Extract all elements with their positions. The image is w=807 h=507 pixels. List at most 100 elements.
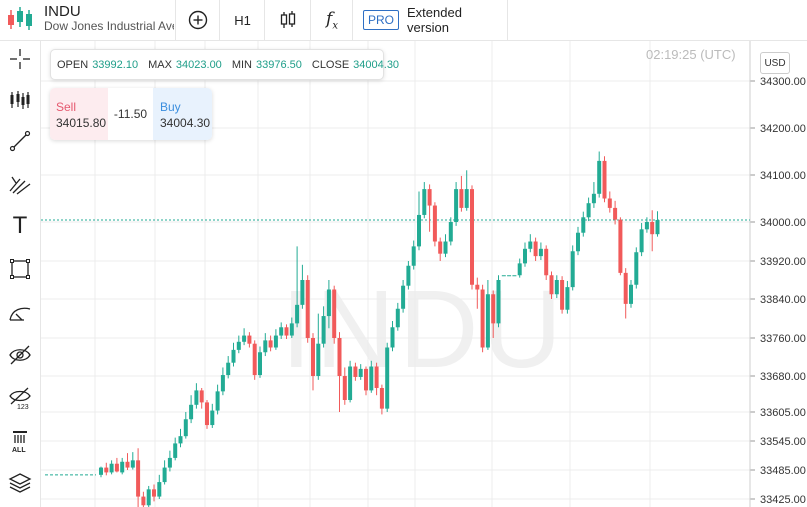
- symbol-name[interactable]: INDU: [44, 3, 81, 20]
- candle-body: [337, 338, 342, 376]
- fib-lines-tool[interactable]: [4, 168, 36, 200]
- buy-price: 34004.30: [160, 116, 211, 130]
- hide-drawings-icon: [9, 345, 31, 365]
- candle-body: [401, 285, 406, 309]
- y-tick-label: 33545.00: [760, 436, 806, 448]
- candle-body: [152, 489, 156, 497]
- candlestick-icon: [280, 11, 296, 28]
- candle-body: [199, 390, 204, 403]
- plus-circle-icon: [188, 10, 208, 30]
- price-chart[interactable]: 34300.00 34200.00 34100.00 34000.00 33920.00…: [41, 41, 807, 507]
- buy-button[interactable]: Buy 34004.30: [153, 88, 212, 140]
- candle-body: [650, 222, 655, 235]
- sell-label: Sell: [56, 100, 77, 114]
- candle-body: [491, 294, 496, 324]
- sell-button[interactable]: Sell 34015.80: [50, 88, 108, 140]
- close-value: 34004.30: [353, 58, 400, 71]
- candle-body: [305, 280, 310, 338]
- candle-body: [316, 343, 321, 376]
- candle-body: [109, 463, 114, 473]
- candle-body: [205, 402, 209, 426]
- server-time: 02:19:25 (UTC): [646, 47, 736, 62]
- candle-body: [623, 272, 628, 304]
- indicators-button[interactable]: fx: [310, 0, 353, 40]
- candle-body: [162, 467, 167, 483]
- y-tick-label: 34000.00: [760, 217, 806, 229]
- y-tick-label: 34300.00: [760, 76, 806, 88]
- candle-body: [358, 368, 363, 377]
- candle-body: [459, 189, 464, 208]
- candle-body: [379, 388, 384, 409]
- candle-body: [417, 214, 421, 247]
- candle-body: [639, 229, 644, 253]
- candle-body: [374, 366, 379, 388]
- candle-body: [443, 241, 448, 254]
- candle-body: [178, 436, 183, 444]
- candle-body: [342, 376, 347, 400]
- candle-body: [586, 203, 591, 218]
- instrument-full-name: Dow Jones Industrial Ave: [44, 19, 174, 33]
- rectangle-tool[interactable]: [4, 253, 36, 285]
- currency-button[interactable]: USD: [760, 52, 790, 74]
- max-value: 34023.00: [175, 58, 222, 71]
- spread-value: -11.50: [113, 107, 148, 121]
- candle-body: [501, 275, 506, 277]
- extended-version-label: Extended version: [407, 5, 462, 35]
- chart-type-button[interactable]: [264, 0, 311, 40]
- buy-label: Buy: [160, 100, 181, 114]
- candle-body: [523, 248, 527, 264]
- y-tick-label: 34200.00: [760, 123, 806, 135]
- y-tick-label: 34100.00: [760, 170, 806, 182]
- hide-drawings-123-icon: 123: [9, 387, 31, 410]
- compare-candles-tool[interactable]: [4, 84, 36, 116]
- candle-body: [220, 375, 225, 392]
- candle-body: [326, 289, 331, 317]
- candle-body: [644, 222, 649, 230]
- hide-drawings-tool[interactable]: [4, 339, 36, 371]
- candle-body: [591, 193, 596, 204]
- crosshair-icon: [10, 49, 30, 69]
- candle-body: [263, 340, 268, 353]
- sell-price: 34015.80: [56, 116, 107, 130]
- y-tick-label: 33485.00: [760, 465, 806, 477]
- text-tool[interactable]: T: [4, 210, 36, 242]
- extended-version-button[interactable]: PRO Extended version: [352, 0, 508, 40]
- candle-body: [194, 390, 199, 405]
- crosshair-tool[interactable]: [4, 43, 36, 75]
- candle-body: [565, 287, 570, 310]
- candle-body: [406, 265, 411, 286]
- trend-line-tool[interactable]: [4, 125, 36, 157]
- candle-body: [125, 461, 130, 468]
- add-instrument-button[interactable]: [175, 0, 220, 40]
- fib-lines-icon: [9, 176, 31, 195]
- chart-area[interactable]: INDU 34300.00 34200.00 34100.00 34000.00 339…: [41, 41, 807, 507]
- candle-body: [602, 160, 607, 199]
- candle-body: [581, 217, 586, 233]
- candle-body: [538, 248, 543, 257]
- hide-indicators-tool[interactable]: 123: [4, 382, 36, 414]
- candle-body: [236, 341, 241, 350]
- candle-body: [390, 327, 395, 348]
- candle-body: [533, 241, 538, 257]
- candle-body: [570, 251, 575, 288]
- candle-body: [422, 189, 427, 215]
- candle-body: [655, 219, 660, 235]
- delete-all-tool[interactable]: ALL: [4, 425, 36, 457]
- candle-body: [464, 189, 469, 208]
- drawing-toolbar: T 123: [0, 41, 41, 507]
- candle-body: [554, 280, 559, 295]
- candle-body: [411, 246, 416, 266]
- candle-body: [454, 189, 459, 222]
- layers-icon: [8, 473, 32, 493]
- layers-tool[interactable]: [4, 467, 36, 499]
- delete-all-icon: ALL: [12, 431, 27, 453]
- candle-body: [146, 489, 151, 506]
- y-tick-label: 33680.00: [760, 371, 806, 383]
- max-label: MAX: [148, 58, 172, 71]
- candle-body: [173, 443, 178, 458]
- candle-body: [432, 205, 437, 242]
- candle-body: [273, 335, 278, 348]
- timeframe-button[interactable]: H1: [219, 0, 265, 40]
- candle-body: [369, 366, 374, 391]
- arc-tool[interactable]: [4, 296, 36, 328]
